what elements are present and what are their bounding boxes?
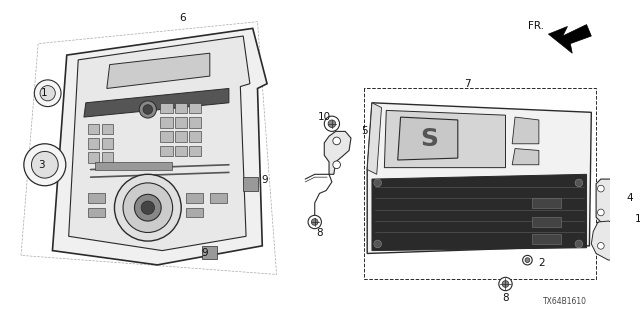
Polygon shape [372, 174, 586, 251]
Text: 3: 3 [38, 160, 44, 170]
Circle shape [24, 144, 66, 186]
Bar [95, 162, 172, 170]
Polygon shape [512, 117, 539, 144]
Circle shape [312, 219, 318, 225]
Bar [532, 217, 561, 227]
Text: S: S [420, 127, 438, 151]
Bar [189, 132, 201, 142]
Bar [532, 198, 561, 208]
Circle shape [140, 101, 156, 118]
Circle shape [141, 201, 154, 214]
Circle shape [575, 240, 583, 248]
Circle shape [143, 105, 152, 114]
Bar [189, 103, 201, 113]
Bar [160, 117, 173, 128]
Circle shape [499, 277, 512, 291]
Circle shape [324, 116, 340, 132]
Text: 5: 5 [361, 126, 367, 136]
Bar [88, 193, 105, 203]
Circle shape [598, 209, 604, 216]
Text: 10: 10 [634, 214, 640, 224]
Polygon shape [548, 25, 591, 53]
Bar [88, 208, 105, 217]
Polygon shape [397, 117, 458, 160]
Polygon shape [68, 36, 250, 251]
Bar [88, 124, 99, 134]
Circle shape [502, 281, 509, 287]
Circle shape [616, 243, 623, 249]
Text: TX64B1610: TX64B1610 [543, 297, 587, 306]
Bar [175, 103, 187, 113]
Text: 8: 8 [316, 228, 323, 238]
Circle shape [134, 194, 161, 221]
Circle shape [31, 151, 58, 178]
Circle shape [333, 161, 340, 169]
Polygon shape [243, 177, 257, 190]
Circle shape [598, 243, 604, 249]
Bar [175, 132, 187, 142]
Circle shape [598, 185, 604, 192]
Circle shape [115, 174, 181, 241]
Polygon shape [107, 53, 210, 88]
Polygon shape [367, 103, 591, 253]
Polygon shape [202, 246, 216, 259]
Bar [532, 234, 561, 244]
Polygon shape [596, 179, 625, 222]
Polygon shape [52, 28, 267, 265]
Bar [175, 117, 187, 128]
Bar [160, 132, 173, 142]
Bar [186, 193, 203, 203]
Circle shape [308, 215, 321, 229]
Text: 6: 6 [179, 13, 186, 23]
Text: 8: 8 [502, 293, 509, 303]
Circle shape [636, 206, 640, 213]
Text: 1: 1 [40, 88, 47, 98]
Bar [102, 152, 113, 163]
Circle shape [123, 183, 173, 233]
Bar [189, 146, 201, 156]
Bar [102, 138, 113, 148]
Polygon shape [324, 132, 351, 174]
Text: 9: 9 [202, 248, 209, 259]
Bar [88, 152, 99, 163]
Circle shape [523, 255, 532, 265]
Bar [160, 103, 173, 113]
Bar [175, 146, 187, 156]
Polygon shape [512, 148, 539, 165]
Circle shape [328, 120, 336, 128]
Bar [102, 124, 113, 134]
Text: 10: 10 [317, 112, 331, 122]
Bar [88, 138, 99, 148]
Circle shape [632, 203, 640, 216]
Polygon shape [385, 110, 506, 168]
Text: 7: 7 [464, 79, 470, 89]
Bar [189, 117, 201, 128]
Circle shape [525, 258, 530, 262]
Text: 4: 4 [626, 193, 633, 203]
Text: FR.: FR. [528, 21, 544, 31]
Bar [186, 208, 203, 217]
Bar [210, 193, 227, 203]
Text: 9: 9 [262, 175, 268, 185]
Circle shape [374, 179, 381, 187]
Circle shape [374, 240, 381, 248]
Text: 2: 2 [538, 258, 545, 268]
Bar [160, 146, 173, 156]
Circle shape [35, 80, 61, 107]
Circle shape [40, 86, 55, 101]
Polygon shape [367, 103, 381, 174]
Polygon shape [84, 88, 229, 117]
Circle shape [575, 179, 583, 187]
Polygon shape [591, 221, 630, 260]
Circle shape [333, 137, 340, 145]
